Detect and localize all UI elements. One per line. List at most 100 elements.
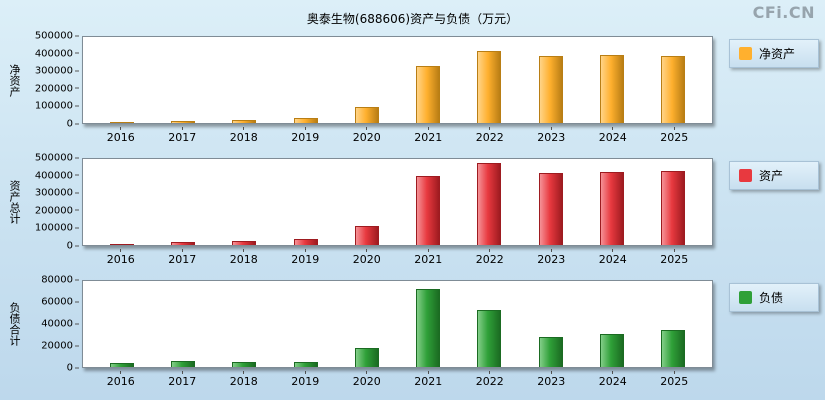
- legend-net-assets: 净资产: [729, 39, 819, 68]
- bar-column-2023: [520, 37, 581, 123]
- bar-column-2017: [152, 37, 213, 123]
- y-axis-total-assets: 0 100000 200000 300000 400000 500000: [24, 153, 82, 272]
- x-tick-label: 2016: [90, 371, 152, 388]
- x-tick-label: 2017: [152, 127, 214, 144]
- y-tick-label: 400000: [35, 170, 79, 181]
- bar-net-assets-2017: [170, 120, 195, 123]
- x-tick-label: 2018: [213, 371, 275, 388]
- x-tick-label: 2018: [213, 249, 275, 266]
- bar-column-2018: [214, 281, 275, 367]
- bar-net-assets-2018: [232, 119, 257, 123]
- bar-column-2016: [91, 37, 152, 123]
- chart-total-assets: 资产总计 0 100000 200000 300000 400000 500000 201…: [0, 153, 825, 272]
- bar-column-2022: [459, 281, 520, 367]
- bar-column-2025: [643, 37, 704, 123]
- bar-column-2023: [520, 281, 581, 367]
- x-tick-label: 2024: [582, 127, 644, 144]
- bar-column-2020: [336, 37, 397, 123]
- x-tick-label: 2020: [336, 127, 398, 144]
- bar-net-assets-2016: [109, 121, 134, 123]
- bar-liabilities-2023: [538, 336, 563, 367]
- y-tick-label: 60000: [41, 297, 79, 308]
- bar-column-2019: [275, 281, 336, 367]
- bar-liabilities-2018: [232, 361, 257, 367]
- y-tick-label: 500000: [35, 153, 79, 164]
- legend-label-net-assets: 净资产: [759, 47, 796, 61]
- y-tick-label: 100000: [35, 223, 79, 234]
- y-tick-label: 200000: [35, 83, 79, 94]
- bar-liabilities-2017: [170, 360, 195, 367]
- x-axis-labels-net-assets: 2016 2017 2018 2019 2020 2021 2022 2023 2024 2025: [82, 127, 713, 144]
- bar-column-2020: [336, 159, 397, 245]
- x-tick-label: 2025: [644, 371, 706, 388]
- x-tick-label: 2023: [521, 371, 583, 388]
- bar-column-2022: [459, 159, 520, 245]
- y-tick-label: 0: [67, 119, 79, 130]
- y-tick-label: 20000: [41, 341, 79, 352]
- bar-net-assets-2024: [600, 55, 625, 123]
- bar-column-2021: [397, 37, 458, 123]
- bar-column-2021: [397, 281, 458, 367]
- bar-total-assets-2025: [661, 171, 686, 245]
- bar-column-2024: [581, 281, 642, 367]
- x-tick-label: 2025: [644, 249, 706, 266]
- plot-area-total-assets: [82, 158, 713, 246]
- bar-liabilities-2025: [661, 330, 686, 367]
- x-tick-label: 2019: [275, 249, 337, 266]
- bar-column-2017: [152, 281, 213, 367]
- legend-swatch-total-assets: [739, 169, 752, 182]
- y-tick-label: 500000: [35, 31, 79, 42]
- y-tick-label: 40000: [41, 319, 79, 330]
- bar-column-2019: [275, 37, 336, 123]
- bar-total-assets-2017: [170, 241, 195, 245]
- bar-total-assets-2021: [416, 176, 441, 245]
- x-tick-label: 2019: [275, 127, 337, 144]
- y-tick-label: 100000: [35, 101, 79, 112]
- plot-area-liabilities: [82, 280, 713, 368]
- x-tick-label: 2024: [582, 249, 644, 266]
- x-tick-label: 2017: [152, 371, 214, 388]
- x-tick-label: 2025: [644, 127, 706, 144]
- legend-swatch-net-assets: [739, 47, 752, 60]
- legend-label-liabilities: 负债: [759, 291, 784, 305]
- bar-column-2025: [643, 281, 704, 367]
- x-axis-labels-total-assets: 2016 2017 2018 2019 2020 2021 2022 2023 2024 2025: [82, 249, 713, 266]
- x-tick-label: 2017: [152, 249, 214, 266]
- bar-column-2023: [520, 159, 581, 245]
- x-tick-label: 2016: [90, 127, 152, 144]
- bar-liabilities-2019: [293, 361, 318, 367]
- x-tick-label: 2023: [521, 249, 583, 266]
- bar-total-assets-2016: [109, 243, 134, 245]
- bar-column-2020: [336, 281, 397, 367]
- legend-label-total-assets: 资产: [759, 169, 784, 183]
- bar-column-2018: [214, 159, 275, 245]
- bar-total-assets-2022: [477, 163, 502, 245]
- bar-column-2019: [275, 159, 336, 245]
- bar-net-assets-2023: [538, 56, 563, 123]
- bar-net-assets-2025: [661, 56, 686, 123]
- y-tick-label: 0: [67, 363, 79, 374]
- y-tick-label: 300000: [35, 188, 79, 199]
- y-axis-net-assets: 0 100000 200000 300000 400000 500000: [24, 31, 82, 150]
- bar-net-assets-2019: [293, 117, 318, 123]
- x-tick-label: 2021: [398, 249, 460, 266]
- bar-total-assets-2018: [232, 240, 257, 245]
- y-axis-title-total-assets: 资产总计: [8, 180, 21, 224]
- bar-column-2024: [581, 159, 642, 245]
- x-tick-label: 2020: [336, 371, 398, 388]
- x-tick-label: 2023: [521, 127, 583, 144]
- y-axis-title-net-assets: 净资产: [8, 63, 21, 97]
- y-tick-label: 200000: [35, 205, 79, 216]
- x-tick-label: 2021: [398, 371, 460, 388]
- plot-area-net-assets: [82, 36, 713, 124]
- chart-liabilities: 负债合计 0 20000 40000 60000 80000 2016 2017 2018 2…: [0, 275, 825, 394]
- bar-liabilities-2024: [600, 333, 625, 367]
- bar-column-2017: [152, 159, 213, 245]
- bar-total-assets-2024: [600, 172, 625, 245]
- legend-liabilities: 负债: [729, 283, 819, 312]
- bar-column-2022: [459, 37, 520, 123]
- x-tick-label: 2022: [459, 371, 521, 388]
- y-axis-liabilities: 0 20000 40000 60000 80000: [24, 275, 82, 394]
- y-tick-label: 0: [67, 241, 79, 252]
- bar-liabilities-2022: [477, 310, 502, 367]
